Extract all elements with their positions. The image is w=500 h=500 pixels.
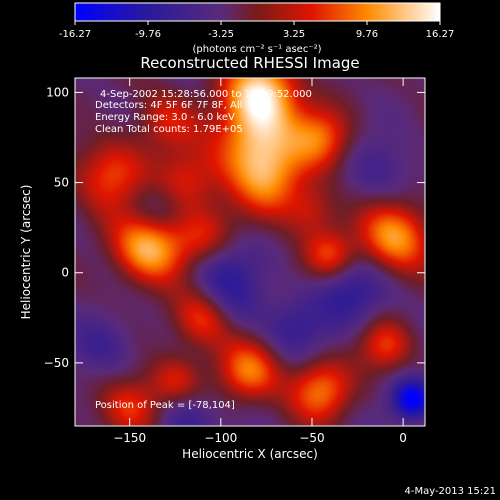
colorbar-tick-label: -16.27 [59,29,91,40]
colorbar-units-label: (photons cm⁻² s⁻¹ asec⁻²) [192,44,321,55]
annotation-line: Detectors: 4F 5F 6F 7F 8F, All [95,100,242,111]
x-tick-label: −100 [204,431,237,445]
colorbar-tick-label: -9.76 [135,29,161,40]
annotation-line: Clean Total counts: 1.79E+05 [95,124,243,135]
x-axis-label: Heliocentric X (arcsec) [182,447,318,461]
x-axis-ticks: −150 −100 −50 0 [113,78,407,445]
x-tick-label: 0 [399,431,407,445]
heatmap-image [75,78,425,426]
plot-frame [74,77,426,427]
annotation-line: Energy Range: 3.0 - 6.0 keV [95,112,235,123]
colorbar-tick-label: 9.76 [356,29,378,40]
colorbar-ticks: -16.27 -9.76 -3.25 3.25 9.76 16.27 [59,21,454,40]
y-tick-label: 100 [46,85,69,99]
y-tick-label: 50 [54,176,69,190]
colorbar-tick-label: 3.25 [283,29,305,40]
footer-timestamp: 4-May-2013 15:21 [404,486,496,497]
annotation-block: 4-Sep-2002 15:28:56.000 to 15:29:52.000D… [95,89,312,135]
y-tick-label: 0 [61,266,69,280]
peak-position-label: Position of Peak = [-78,104] [95,400,235,411]
x-tick-label: −150 [113,431,146,445]
chart-title: Reconstructed RHESSI Image [140,54,359,72]
y-axis-label: Heliocentric Y (arcsec) [19,185,33,320]
colorbar-tick-label: -3.25 [208,29,234,40]
x-tick-label: −50 [299,431,324,445]
colorbar-tick-label: 16.27 [426,29,455,40]
annotation-line: 4-Sep-2002 15:28:56.000 to 15:29:52.000 [100,89,312,100]
y-axis-ticks: −50 0 50 100 [44,85,425,370]
y-tick-label: −50 [44,356,69,370]
colorbar [74,2,441,22]
